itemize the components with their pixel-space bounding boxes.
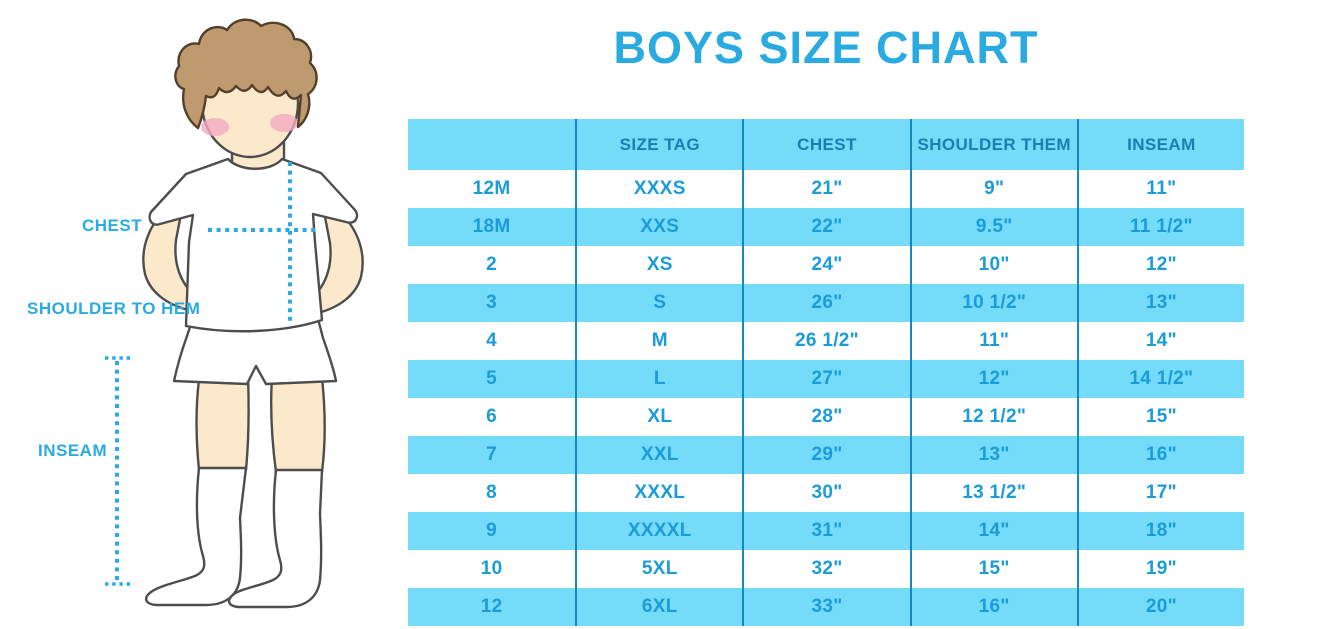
cell: 13 1/2" xyxy=(909,474,1077,512)
boy-left-arm xyxy=(142,204,201,312)
cell: 21" xyxy=(742,170,910,208)
cell: 24" xyxy=(742,246,910,284)
shoulder-to-hem-label: SHOULDER TO HEM xyxy=(27,299,201,318)
cell: 13" xyxy=(1076,284,1244,322)
cell: 18" xyxy=(1076,512,1244,550)
row-label: 3 xyxy=(408,284,576,322)
cell: 13" xyxy=(909,436,1077,474)
column-header: CHEST xyxy=(742,119,910,170)
row-label: 6 xyxy=(408,398,576,436)
cell: 9" xyxy=(909,170,1077,208)
cell: 32" xyxy=(742,550,910,588)
boy-right-sock xyxy=(227,468,324,609)
cell: 20" xyxy=(1076,588,1244,626)
cell: 11" xyxy=(1076,170,1244,208)
boy-shirt xyxy=(148,157,359,333)
boy-shorts xyxy=(172,313,338,386)
column-header xyxy=(408,119,576,170)
cell: S xyxy=(575,284,743,322)
cell: 28" xyxy=(742,398,910,436)
row-label: 10 xyxy=(408,550,576,588)
page-title: BOYS SIZE CHART xyxy=(613,22,1039,73)
cell: 16" xyxy=(909,588,1077,626)
cell: XXL xyxy=(575,436,743,474)
cell: XXXS xyxy=(575,170,743,208)
boy-right-arm xyxy=(305,207,364,315)
cell: 12" xyxy=(909,360,1077,398)
cell: 11" xyxy=(909,322,1077,360)
cell: XL xyxy=(575,398,743,436)
row-label: 9 xyxy=(408,512,576,550)
cell: 9.5" xyxy=(909,208,1077,246)
cell: 15" xyxy=(1076,398,1244,436)
cell: 12 1/2" xyxy=(909,398,1077,436)
cell: 26 1/2" xyxy=(742,322,910,360)
cell: 16" xyxy=(1076,436,1244,474)
cell: 14 1/2" xyxy=(1076,360,1244,398)
cell: 6XL xyxy=(575,588,743,626)
column-header: INSEAM xyxy=(1076,119,1244,170)
cell: 26" xyxy=(742,284,910,322)
row-label: 8 xyxy=(408,474,576,512)
cell: 14" xyxy=(909,512,1077,550)
cell: 10" xyxy=(909,246,1077,284)
cell: 29" xyxy=(742,436,910,474)
boy-illustration xyxy=(105,18,364,609)
cell: 27" xyxy=(742,360,910,398)
cell: 33" xyxy=(742,588,910,626)
row-label: 7 xyxy=(408,436,576,474)
cell: 11 1/2" xyxy=(1076,208,1244,246)
cell: XS xyxy=(575,246,743,284)
size-table: SIZE TAG CHEST SHOULDER THEM INSEAM 12M XXXS 2… xyxy=(408,119,1244,626)
cell: 14" xyxy=(1076,322,1244,360)
boy-blush-right xyxy=(270,114,298,132)
row-label: 18M xyxy=(408,208,576,246)
cell: 19" xyxy=(1076,550,1244,588)
chest-label: CHEST xyxy=(82,216,143,235)
row-label: 5 xyxy=(408,360,576,398)
boy-left-sock xyxy=(144,466,248,607)
cell: 5XL xyxy=(575,550,743,588)
cell: 17" xyxy=(1076,474,1244,512)
cell: 31" xyxy=(742,512,910,550)
row-label: 2 xyxy=(408,246,576,284)
cell: L xyxy=(575,360,743,398)
cell: XXXXL xyxy=(575,512,743,550)
row-label: 4 xyxy=(408,322,576,360)
column-header: SHOULDER THEM xyxy=(909,119,1077,170)
row-label: 12M xyxy=(408,170,576,208)
boy-blush-left xyxy=(201,118,229,136)
cell: 10 1/2" xyxy=(909,284,1077,322)
row-label: 12 xyxy=(408,588,576,626)
cell: 22" xyxy=(742,208,910,246)
cell: M xyxy=(575,322,743,360)
column-header: SIZE TAG xyxy=(575,119,743,170)
boy-hair xyxy=(174,18,318,130)
cell: 30" xyxy=(742,474,910,512)
inseam-label: INSEAM xyxy=(38,441,108,460)
cell: 15" xyxy=(909,550,1077,588)
cell: 12" xyxy=(1076,246,1244,284)
cell: XXS xyxy=(575,208,743,246)
boy-left-leg xyxy=(195,370,250,472)
cell: XXXL xyxy=(575,474,743,512)
boy-right-leg xyxy=(270,374,326,474)
